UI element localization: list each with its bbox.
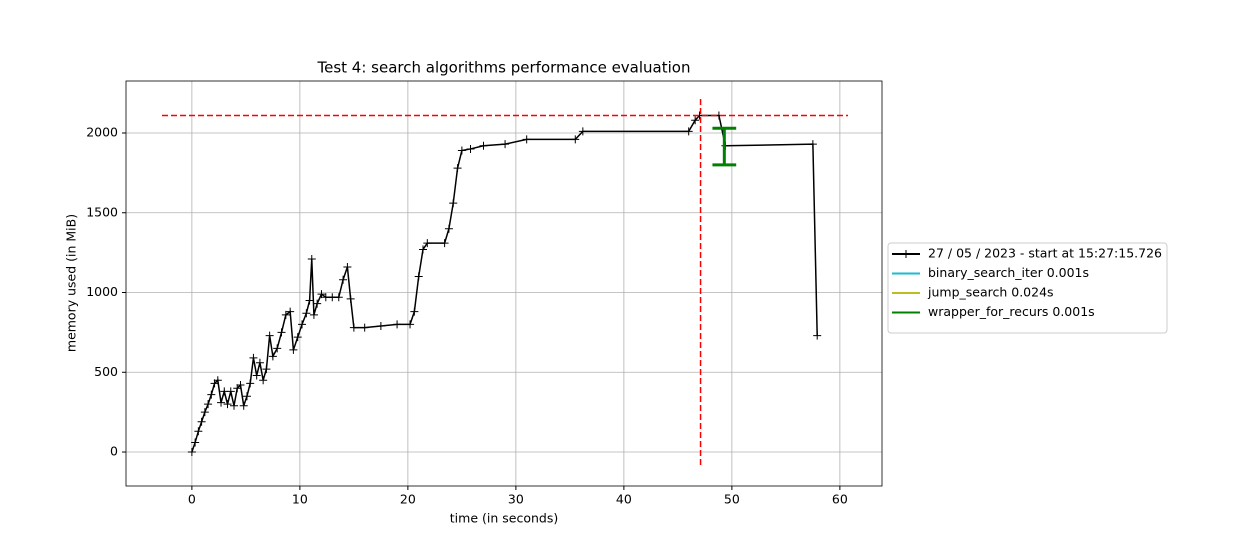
marker xyxy=(262,365,271,374)
marker xyxy=(453,164,462,173)
marker xyxy=(255,358,264,367)
marker xyxy=(210,379,219,388)
marker xyxy=(187,448,196,457)
marker xyxy=(406,320,415,329)
x-tick-label: 20 xyxy=(400,492,416,507)
marker xyxy=(479,141,488,150)
marker xyxy=(246,379,255,388)
marker xyxy=(393,320,402,329)
marker xyxy=(410,307,419,316)
marker xyxy=(313,299,322,308)
legend-marker xyxy=(902,250,910,258)
marker xyxy=(302,309,311,318)
y-tick-label: 500 xyxy=(94,364,118,379)
y-tick-label: 1000 xyxy=(86,284,118,299)
marker xyxy=(289,345,298,354)
marker xyxy=(808,140,817,149)
legend-label: binary_search_iter 0.001s xyxy=(928,265,1089,280)
legend-label: 27 / 05 / 2023 - start at 15:27:15.726 xyxy=(928,246,1162,261)
marker xyxy=(207,390,216,399)
marker xyxy=(334,293,343,302)
marker xyxy=(349,323,358,332)
marker xyxy=(191,438,200,447)
legend-box xyxy=(887,242,1168,334)
x-tick-label: 0 xyxy=(188,492,196,507)
marker xyxy=(449,199,458,208)
y-tick-label: 0 xyxy=(110,444,118,459)
x-tick-label: 60 xyxy=(832,492,848,507)
y-tick-label: 2000 xyxy=(86,125,118,140)
marker xyxy=(277,328,286,337)
x-axis-label: time (in seconds) xyxy=(450,511,558,526)
marker xyxy=(346,294,355,303)
plot-background xyxy=(126,81,882,486)
chart-title: Test 4: search algorithms performance ev… xyxy=(317,59,691,77)
marker xyxy=(259,376,268,385)
marker xyxy=(268,352,277,361)
marker xyxy=(230,401,238,410)
marker xyxy=(343,262,352,271)
marker xyxy=(233,384,242,393)
marker xyxy=(223,400,232,409)
marker xyxy=(194,427,203,436)
marker xyxy=(419,245,427,254)
marker xyxy=(217,398,226,407)
marker xyxy=(305,296,314,305)
marker xyxy=(457,146,466,155)
marker xyxy=(571,135,580,144)
marker xyxy=(242,392,251,401)
marker xyxy=(466,144,475,153)
marker xyxy=(249,353,258,362)
marker xyxy=(440,239,449,248)
marker xyxy=(252,371,261,380)
x-tick-label: 50 xyxy=(724,492,740,507)
marker xyxy=(273,344,282,353)
marker xyxy=(200,408,209,417)
marker xyxy=(236,381,245,390)
marker xyxy=(501,140,510,149)
x-tick-label: 40 xyxy=(616,492,632,507)
marker xyxy=(317,290,326,299)
y-tick-label: 1500 xyxy=(86,204,118,219)
legend-label: jump_search 0.024s xyxy=(927,285,1054,300)
legend-label: wrapper_for_recurs 0.001s xyxy=(928,304,1095,319)
marker xyxy=(309,310,318,319)
memory-line xyxy=(191,114,818,453)
marker xyxy=(339,275,348,284)
axes-frame xyxy=(125,80,883,487)
marker xyxy=(307,255,316,264)
marker xyxy=(197,417,206,426)
marker xyxy=(813,331,822,340)
marker xyxy=(522,135,531,144)
marker xyxy=(684,127,693,136)
marker xyxy=(414,272,423,281)
y-axis-label: memory used (in MiB) xyxy=(64,214,79,352)
marker xyxy=(286,307,295,316)
marker xyxy=(376,322,385,331)
marker xyxy=(239,401,248,410)
marker xyxy=(226,387,235,396)
marker xyxy=(578,127,587,136)
marker xyxy=(281,310,290,319)
marker xyxy=(298,320,307,329)
x-tick-label: 30 xyxy=(508,492,524,507)
marker xyxy=(265,331,274,340)
marker xyxy=(204,400,213,409)
x-tick-label: 10 xyxy=(292,492,308,507)
marker xyxy=(293,333,302,342)
marker xyxy=(691,116,700,125)
marker xyxy=(213,376,222,385)
marker xyxy=(423,239,432,248)
marker xyxy=(360,323,369,332)
marker xyxy=(444,224,453,233)
